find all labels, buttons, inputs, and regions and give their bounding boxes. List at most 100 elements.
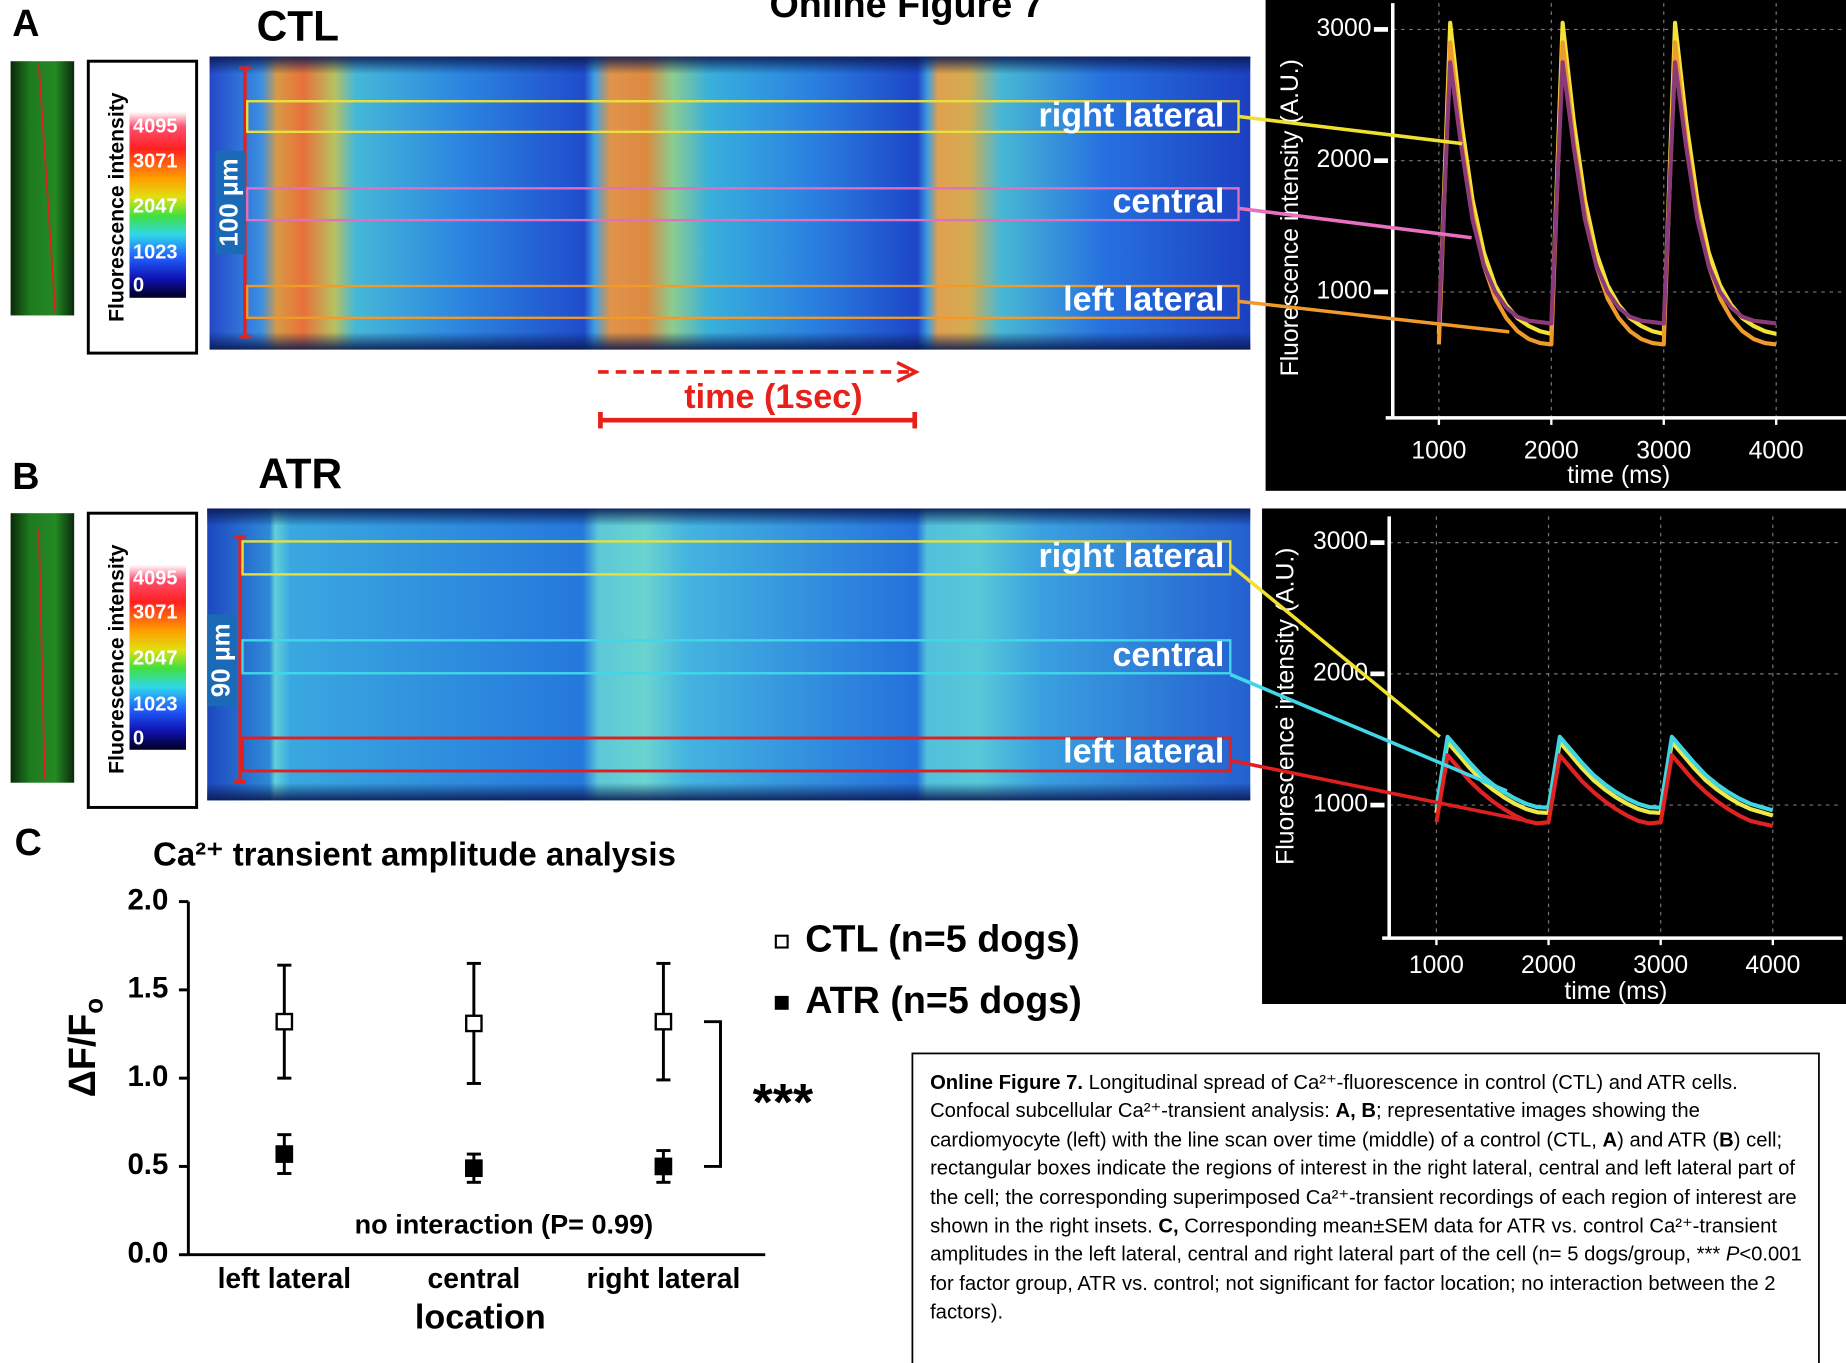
trace (1436, 60, 1777, 326)
marker (275, 1145, 294, 1163)
connector (1238, 299, 1510, 334)
y-tick-label: 1000 (1317, 277, 1372, 304)
colorbar-tick-label: 0 (133, 274, 144, 296)
colorbar-tick-label: 2047 (133, 195, 178, 217)
caption-run: ) cell; rectangular boxes indicate the r… (930, 1127, 1797, 1238)
y-tick-label: 2000 (1317, 146, 1372, 173)
x-axis-title: time (ms) (1567, 462, 1670, 489)
scale-label: 100 µm (216, 158, 244, 246)
caption-box (911, 1052, 1820, 1363)
caption-run: A, B (1335, 1098, 1376, 1123)
y-tick-label: 2000 (1313, 659, 1368, 686)
caption-run: A (1602, 1127, 1618, 1151)
x-axis-title: time (ms) (1564, 978, 1667, 1005)
scan-line (37, 529, 46, 780)
annotation: no interaction (P= 0.99) (355, 1209, 654, 1240)
x-axis-title: location (415, 1298, 546, 1336)
colorbar-tick-label: 3071 (133, 602, 178, 624)
chart-title: Ca²⁺ transient amplitude analysis (153, 836, 676, 873)
panel-title: CTL (257, 3, 339, 50)
x-tick-label: 4000 (1745, 952, 1800, 979)
caption-run: Online Figure 7. (930, 1069, 1083, 1094)
y-tick-label: 0.0 (127, 1236, 168, 1269)
y-tick-label: 1.5 (127, 972, 168, 1005)
caption: Online Figure 7. Longitudinal spread of … (930, 1068, 1807, 1327)
colorbar-tick-label: 4095 (133, 567, 178, 589)
roi-box (241, 540, 1232, 576)
roi-label: central (1112, 183, 1224, 221)
connector (1229, 563, 1441, 739)
y-tick-label: 2.0 (127, 883, 168, 916)
legend-label: ATR (n=5 dogs) (805, 979, 1082, 1021)
line-scan-shade (209, 56, 1251, 350)
colorbar-tick-label: 0 (133, 727, 144, 749)
cell-image (10, 61, 75, 316)
y-tick-label: 1.0 (127, 1060, 168, 1093)
connector (1238, 114, 1463, 146)
scan-line (37, 64, 57, 314)
scale-label: 90 µm (207, 623, 235, 697)
y-axis-title: ΔF/Fo (61, 998, 108, 1097)
marker (465, 1159, 483, 1178)
x-tick-label: 4000 (1749, 438, 1804, 465)
caption-area: Online Figure 7. Longitudinal spread of … (930, 1068, 1807, 1327)
roi-box (241, 736, 1232, 773)
legend-marker (774, 995, 789, 1010)
colorbar-tick-label: 4095 (133, 115, 178, 137)
colorbar (129, 111, 187, 298)
trace-panel (1262, 508, 1846, 1005)
y-tick-label: 3000 (1317, 15, 1372, 42)
caption-run: Corresponding mean±SEM data for ATR vs. … (930, 1213, 1777, 1266)
colorbar-title: Fluorescence intensity (105, 544, 128, 774)
caption-run: B (1719, 1127, 1734, 1151)
x-tick-label: central (428, 1262, 521, 1294)
y-axis-title-subscript: o (80, 998, 108, 1014)
panel-label: C (15, 821, 42, 863)
x-tick-label: 2000 (1524, 438, 1579, 465)
x-tick-label: 2000 (1521, 952, 1576, 979)
legend-label: CTL (n=5 dogs) (805, 918, 1079, 960)
caption-run: C, (1158, 1213, 1179, 1238)
trace (1436, 40, 1777, 347)
roi-box (241, 639, 1232, 675)
colorbar-tick-label: 2047 (133, 647, 178, 669)
x-tick-label: left lateral (218, 1262, 351, 1294)
legend-marker (774, 934, 789, 949)
y-tick-label: 3000 (1313, 528, 1368, 555)
y-axis-title: Fluorescence intensity (A.U.) (1272, 548, 1299, 865)
significance-label: *** (753, 1073, 814, 1131)
x-tick-label: 1000 (1411, 438, 1466, 465)
arrow-head (896, 360, 920, 383)
y-axis-title-main: ΔF/F (61, 1014, 103, 1098)
roi-label: right lateral (1039, 97, 1225, 135)
significance-bracket (704, 1020, 722, 1168)
caption-run: Longitudinal spread of Ca²⁺-fluorescence… (930, 1069, 1738, 1123)
figure-title: Online Figure 7 (769, 0, 1043, 25)
roi-label: left lateral (1063, 732, 1224, 770)
caption-run: <0.001 for factor group, ATR vs. control… (930, 1242, 1802, 1324)
roi-label: right lateral (1039, 537, 1225, 575)
panel-label: A (12, 2, 39, 44)
x-tick-label: 1000 (1409, 952, 1464, 979)
marker (275, 1012, 294, 1031)
scale-label-bg (215, 150, 245, 255)
roi-box (246, 187, 1240, 222)
y-tick-label: 1000 (1313, 791, 1368, 818)
caption-run: P (1725, 1242, 1740, 1266)
colorbar-tick-label: 1023 (133, 241, 178, 263)
y-tick-label: 0.5 (127, 1148, 168, 1181)
colorbar-tick-label: 1023 (133, 693, 178, 715)
trace (1434, 740, 1774, 818)
x-tick-label: 3000 (1633, 952, 1688, 979)
colorbar-tick-label: 3071 (133, 151, 178, 173)
panel-label: B (12, 455, 39, 497)
connector (1229, 758, 1531, 824)
time-label: time (1sec) (684, 378, 862, 416)
roi-label: left lateral (1063, 280, 1224, 318)
marker (654, 1012, 673, 1031)
connector (1238, 206, 1472, 240)
marker (465, 1014, 483, 1033)
connector (1229, 672, 1508, 793)
colorbar (129, 564, 187, 750)
